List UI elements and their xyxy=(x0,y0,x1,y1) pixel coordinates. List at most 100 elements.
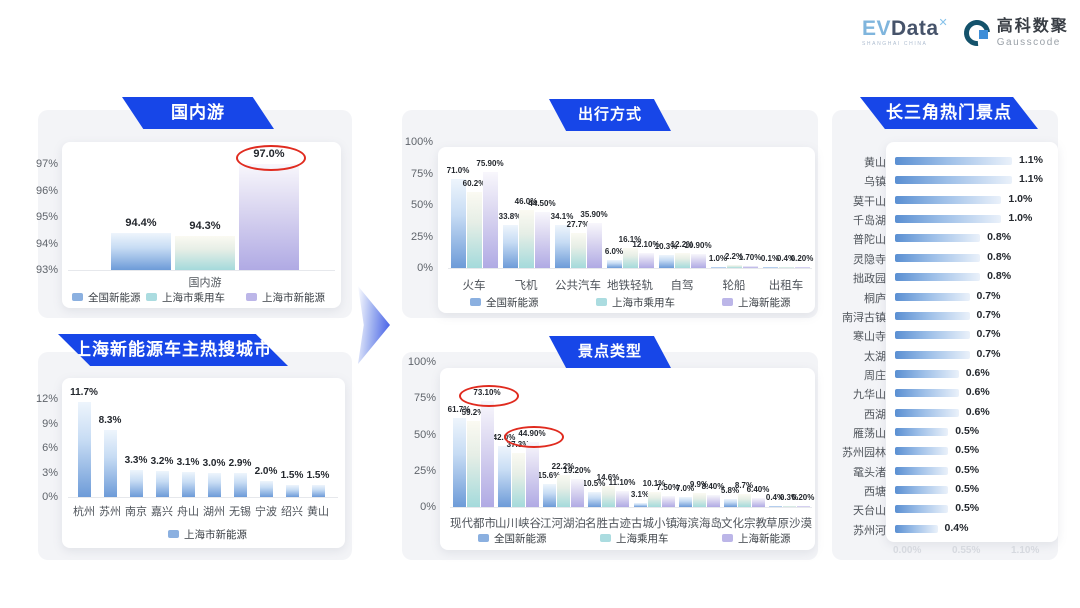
bar xyxy=(482,172,498,268)
y-tick-label: 100% xyxy=(404,136,433,148)
bar xyxy=(638,252,654,268)
row-value: 0.5% xyxy=(955,483,980,495)
category-label: 山川峡谷 xyxy=(495,518,541,530)
bar xyxy=(233,473,247,497)
bar xyxy=(751,497,765,507)
value-label: 2.2% xyxy=(724,252,744,262)
row-label: 黄山 xyxy=(864,157,886,169)
card-travel-mode xyxy=(438,147,815,313)
category-label: 宁波 xyxy=(255,506,277,518)
highlight-circle xyxy=(504,425,564,448)
bar xyxy=(661,496,675,507)
value-label: 35.90% xyxy=(580,209,608,219)
value-label: 2.0% xyxy=(254,465,278,477)
y-tick-label: 9% xyxy=(42,417,58,430)
bar xyxy=(103,429,117,497)
row-value: 0.5% xyxy=(955,424,980,437)
row-label: 灵隐寺 xyxy=(853,253,886,266)
row-value: 0.7% xyxy=(976,328,1001,341)
category-label: 海滨海岛 xyxy=(676,518,722,530)
y-tick-label: 6% xyxy=(42,442,58,455)
row-label: 普陀山 xyxy=(853,234,886,247)
value-label: 59.2% xyxy=(461,408,485,418)
hbar xyxy=(895,176,1012,185)
y-tick-label: 75% xyxy=(413,392,436,405)
bar xyxy=(778,267,794,268)
value-label: 8.3% xyxy=(98,414,122,426)
bar xyxy=(692,492,706,507)
bar xyxy=(794,267,810,268)
value-label: 10.1% xyxy=(642,479,666,489)
row-value: 0.5% xyxy=(955,463,980,476)
bar xyxy=(633,502,647,507)
category-label: 南京 xyxy=(125,506,147,518)
x-axis-line xyxy=(68,497,338,498)
legend-label: 上海新能源 xyxy=(738,297,791,309)
evdata-logo: EVData✕ SHANGHAI CHINA xyxy=(862,18,948,47)
row-label: 九华山 xyxy=(853,389,886,402)
row-value: 0.7% xyxy=(976,289,1001,302)
banner-travel-mode: 出行方式 xyxy=(549,99,671,131)
row-value: 1.0% xyxy=(1008,192,1033,205)
bar xyxy=(586,222,602,268)
bar xyxy=(606,260,622,268)
faint-x-tick: 0.00% xyxy=(893,545,922,556)
category-label: 黄山 xyxy=(307,506,329,518)
category-label: 舟山 xyxy=(177,506,199,518)
bar xyxy=(311,484,325,497)
value-label: 60.2% xyxy=(462,179,486,189)
bar xyxy=(77,401,91,497)
gausscode-logo: 高科数聚 Gausscode xyxy=(958,14,1069,52)
row-value: 0.4% xyxy=(944,521,969,534)
category-label: 杭州 xyxy=(73,506,95,518)
value-label: 0.20% xyxy=(791,493,815,502)
value-label: 5.8% xyxy=(720,485,740,495)
x-axis-line xyxy=(450,507,812,508)
card-delta-spots xyxy=(886,142,1058,542)
legend-marker xyxy=(600,534,611,542)
bar xyxy=(658,255,674,268)
row-value: 0.7% xyxy=(976,308,1001,321)
value-label: 27.7% xyxy=(566,220,590,230)
row-label: 千岛湖 xyxy=(853,215,886,228)
category-label: 嘉兴 xyxy=(151,506,173,518)
value-label: 0.4% xyxy=(776,254,796,263)
value-label: 0.3% xyxy=(779,493,799,502)
row-label: 莫干山 xyxy=(853,195,886,208)
hbar xyxy=(895,350,970,359)
legend-label: 上海新能源 xyxy=(738,533,791,545)
y-tick-label: 25% xyxy=(413,464,436,477)
value-label: 12.10% xyxy=(632,239,660,249)
row-value: 0.8% xyxy=(987,231,1012,244)
y-tick-label: 95% xyxy=(35,211,58,223)
banner-delta-spots: 长三角热门景点 xyxy=(860,97,1038,129)
value-label: 19.20% xyxy=(563,466,591,476)
category-label: 江河湖泊 xyxy=(540,518,586,530)
y-tick-label: 3% xyxy=(42,466,58,479)
category-label: 火车 xyxy=(462,280,486,292)
category-label: 出租车 xyxy=(768,280,804,292)
highlight-circle xyxy=(236,144,306,171)
hbar xyxy=(895,408,959,417)
y-tick-label: 97% xyxy=(35,158,58,170)
value-label: 7.0% xyxy=(675,483,695,493)
value-label: 11.7% xyxy=(70,386,98,398)
y-tick-label: 100% xyxy=(407,356,436,368)
value-label: 75.90% xyxy=(476,159,504,169)
gausscode-name-en: Gausscode xyxy=(996,36,1061,48)
y-tick-label: 25% xyxy=(410,230,433,243)
legend-marker xyxy=(596,298,607,306)
bar xyxy=(525,441,539,507)
value-label: 2.9% xyxy=(228,458,252,470)
category-label: 飞机 xyxy=(514,280,538,292)
banner-poi-type: 景点类型 xyxy=(549,336,671,368)
bar xyxy=(726,265,742,268)
value-label: 46.0% xyxy=(514,197,538,206)
row-label: 太湖 xyxy=(864,350,886,363)
hbar xyxy=(895,466,949,475)
value-label: 3.1% xyxy=(176,456,200,468)
y-tick-label: 94% xyxy=(35,237,58,250)
row-label: 鼋头渚 xyxy=(853,466,886,479)
faint-x-tick: 0.55% xyxy=(952,545,981,556)
